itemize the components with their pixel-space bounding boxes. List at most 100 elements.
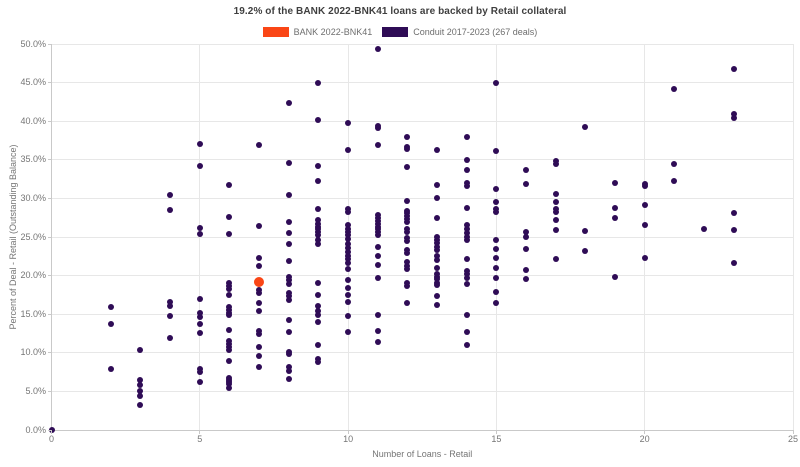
conduit-data-point xyxy=(493,80,500,87)
conduit-data-point xyxy=(345,253,352,260)
conduit-data-point xyxy=(107,304,114,311)
conduit-data-point xyxy=(345,236,352,243)
legend-swatch-bank xyxy=(262,27,289,37)
conduit-data-point xyxy=(345,312,352,319)
y-gridline xyxy=(51,390,793,392)
conduit-data-point xyxy=(463,237,470,244)
conduit-data-point xyxy=(434,276,441,283)
conduit-data-point xyxy=(671,178,678,185)
conduit-data-point xyxy=(404,133,411,140)
conduit-data-point xyxy=(434,281,441,288)
conduit-data-point xyxy=(374,274,381,281)
conduit-data-point xyxy=(345,240,352,247)
x-tick-label: 15 xyxy=(491,434,502,444)
x-tick-mark xyxy=(644,430,646,434)
x-tick-mark xyxy=(792,430,794,434)
conduit-data-point xyxy=(612,215,619,222)
conduit-data-point xyxy=(463,271,470,278)
conduit-data-point xyxy=(196,321,203,328)
conduit-data-point xyxy=(463,166,470,173)
y-tick-mark xyxy=(47,275,52,277)
conduit-data-point xyxy=(523,180,530,187)
y-gridline xyxy=(51,43,793,45)
conduit-data-point xyxy=(463,226,470,233)
conduit-data-point xyxy=(434,293,441,300)
conduit-data-point xyxy=(463,255,470,262)
conduit-data-point xyxy=(404,197,411,204)
conduit-data-point xyxy=(345,248,352,255)
conduit-data-point xyxy=(404,280,411,287)
conduit-data-point xyxy=(345,256,352,263)
chart-title: 19.2% of the BANK 2022-BNK41 loans are b… xyxy=(233,6,567,17)
conduit-data-point xyxy=(641,183,648,190)
legend: BANK 2022-BNK41 Conduit 2017-2023 (267 d… xyxy=(0,27,800,37)
conduit-data-point xyxy=(315,177,322,184)
x-tick-mark xyxy=(199,430,201,434)
conduit-data-point xyxy=(315,311,322,318)
conduit-data-point xyxy=(463,274,470,281)
conduit-data-point xyxy=(256,308,263,315)
conduit-data-point xyxy=(434,264,441,271)
conduit-data-point xyxy=(285,100,292,107)
conduit-data-point xyxy=(196,230,203,237)
conduit-data-point xyxy=(612,274,619,281)
y-tick-label: 20.0% xyxy=(20,270,46,281)
conduit-data-point xyxy=(196,224,203,231)
conduit-data-point xyxy=(404,259,411,266)
y-gridline xyxy=(51,159,793,161)
conduit-data-point xyxy=(493,274,500,281)
conduit-data-point xyxy=(582,247,589,254)
conduit-data-point xyxy=(434,194,441,201)
conduit-data-point xyxy=(167,206,174,213)
conduit-data-point xyxy=(196,314,203,321)
conduit-data-point xyxy=(315,217,322,224)
y-tick-mark xyxy=(47,159,52,161)
conduit-data-point xyxy=(196,369,203,376)
conduit-data-point xyxy=(285,240,292,247)
conduit-data-point xyxy=(137,376,144,383)
conduit-data-point xyxy=(345,119,352,126)
conduit-data-point xyxy=(315,206,322,213)
conduit-data-point xyxy=(404,283,411,290)
conduit-data-point xyxy=(374,244,381,251)
y-gridline xyxy=(51,197,793,199)
x-tick-mark xyxy=(495,430,497,434)
conduit-data-point xyxy=(463,204,470,211)
x-tick-mark xyxy=(51,430,52,434)
conduit-data-point xyxy=(552,208,559,215)
conduit-data-point xyxy=(374,220,381,227)
conduit-data-point xyxy=(552,190,559,197)
conduit-data-point xyxy=(730,210,737,217)
y-tick-mark xyxy=(47,43,52,45)
conduit-data-point xyxy=(256,287,263,294)
y-tick-mark xyxy=(47,197,52,199)
conduit-data-point xyxy=(552,255,559,262)
conduit-data-point xyxy=(226,341,233,348)
conduit-data-point xyxy=(523,229,530,236)
conduit-data-point xyxy=(196,162,203,169)
conduit-data-point xyxy=(374,217,381,224)
conduit-data-point xyxy=(404,145,411,152)
conduit-data-point xyxy=(730,65,737,72)
conduit-data-point xyxy=(226,213,233,220)
conduit-data-point xyxy=(137,387,144,394)
conduit-data-point xyxy=(226,344,233,351)
conduit-data-point xyxy=(552,227,559,234)
conduit-data-point xyxy=(374,142,381,149)
conduit-data-point xyxy=(226,283,233,290)
conduit-data-point xyxy=(285,159,292,166)
conduit-data-point xyxy=(374,125,381,132)
conduit-data-point xyxy=(167,335,174,342)
conduit-data-point xyxy=(345,206,352,213)
y-gridline xyxy=(51,120,793,122)
conduit-data-point xyxy=(226,306,233,313)
conduit-data-point xyxy=(345,277,352,284)
conduit-data-point xyxy=(196,295,203,302)
conduit-data-point xyxy=(345,232,352,239)
conduit-data-point xyxy=(226,357,233,364)
conduit-data-point xyxy=(285,192,292,199)
conduit-data-point xyxy=(345,228,352,235)
conduit-data-point xyxy=(374,338,381,345)
conduit-data-point xyxy=(285,364,292,371)
conduit-data-point xyxy=(404,237,411,244)
